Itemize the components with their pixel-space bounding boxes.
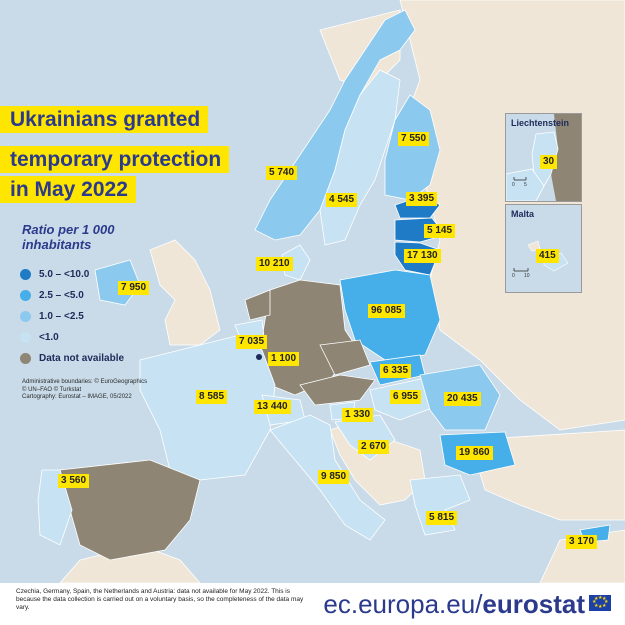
title-line-3: in May 2022 — [0, 176, 136, 203]
finland-region — [384, 94, 441, 201]
label-norway: 5 740 — [266, 166, 298, 180]
label-liechtenstein: 30 — [540, 155, 558, 169]
netherlands-region — [244, 289, 271, 321]
map-credits: Administrative boundaries: © EuroGeograp… — [22, 379, 148, 400]
label-hungary: 6 955 — [390, 390, 422, 404]
label-poland: 96 085 — [368, 304, 405, 318]
label-greece: 5 815 — [426, 511, 458, 525]
legend-swatch — [20, 352, 31, 364]
legend-swatch — [20, 310, 31, 322]
eu-countries — [37, 9, 611, 561]
inset-liechtenstein-title: Liechtenstein — [511, 118, 570, 128]
luxembourg-marker — [256, 354, 262, 360]
label-cyprus: 3 170 — [566, 535, 598, 549]
greece-region — [409, 474, 471, 536]
spain-region — [59, 459, 201, 561]
label-switzerland: 13 440 — [254, 400, 291, 414]
label-portugal: 3 560 — [58, 474, 90, 488]
austria-region — [299, 374, 376, 406]
eu-flag-icon: ★ ★ ★ ★ ★ ★ ★ ★ — [589, 595, 611, 611]
footer-note: Czechia, Germany, Spain, the Netherlands… — [16, 588, 304, 611]
label-italy: 9 850 — [318, 470, 350, 484]
legend-item-1-2_5: 1.0 – <2.5 — [20, 308, 84, 324]
legend-item-5-10: 5.0 – <10.0 — [20, 266, 89, 282]
label-sweden: 4 545 — [326, 193, 358, 207]
legend-swatch — [20, 268, 31, 280]
legend-item-not-available: Data not available — [20, 350, 124, 366]
label-romania: 20 435 — [444, 392, 481, 406]
czechia-region — [319, 339, 371, 376]
label-belgium: 7 035 — [236, 335, 268, 349]
title-line-2: temporary protection — [0, 146, 230, 173]
inset-malta: Malta 415 0 10 — [505, 204, 582, 293]
inset-malta-title: Malta — [511, 209, 535, 219]
label-estonia: 3 395 — [406, 192, 438, 206]
label-croatia: 2 670 — [358, 440, 390, 454]
map-area: Ukrainians granted temporary protection … — [0, 0, 625, 583]
inset-liechtenstein: Liechtenstein 30 0 5 — [505, 113, 582, 202]
label-malta: 415 — [536, 249, 559, 263]
legend-swatch — [20, 289, 31, 301]
denmark-region — [281, 244, 311, 281]
legend-item-below-1: <1.0 — [20, 329, 59, 345]
eurostat-link[interactable]: ec.europa.eu/eurostat — [323, 589, 585, 619]
portugal-region — [37, 469, 73, 546]
legend-heading: Ratio per 1 000 inhabitants — [22, 222, 115, 252]
footer: Czechia, Germany, Spain, the Netherlands… — [0, 583, 625, 625]
title-line-1: Ukrainians granted — [0, 106, 209, 133]
label-slovakia: 6 335 — [380, 364, 412, 378]
label-bulgaria: 19 860 — [456, 446, 493, 460]
legend-item-2_5-5: 2.5 – <5.0 — [20, 287, 84, 303]
legend-swatch — [20, 331, 31, 343]
europe-map — [37, 0, 625, 583]
label-luxembourg: 1 100 — [268, 352, 300, 366]
label-slovenia: 1 330 — [342, 408, 374, 422]
france-region — [139, 334, 276, 481]
label-lithuania: 17 130 — [404, 249, 441, 263]
label-denmark: 10 210 — [256, 257, 293, 271]
label-france: 8 585 — [196, 390, 228, 404]
label-ireland: 7 950 — [118, 281, 150, 295]
label-latvia: 5 145 — [424, 224, 456, 238]
label-finland: 7 550 — [398, 132, 430, 146]
